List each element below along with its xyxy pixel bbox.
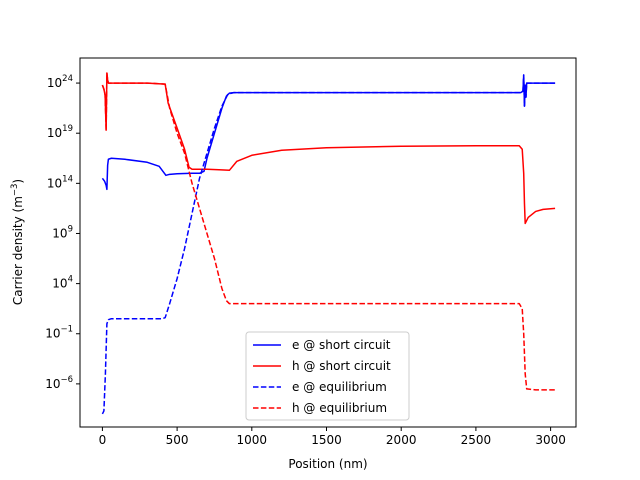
y-axis-label-close: ) bbox=[11, 179, 25, 184]
y-axis-label: Carrier density (m−3) bbox=[10, 179, 25, 305]
series-line-4 bbox=[101, 72, 556, 391]
y-tick-label: 10−1 bbox=[45, 325, 73, 341]
x-tick-label: 500 bbox=[166, 433, 189, 447]
legend-label: h @ short circuit bbox=[292, 359, 391, 373]
y-tick-exponent: 4 bbox=[68, 275, 73, 285]
y-tick-label: 109 bbox=[52, 224, 73, 240]
plot-frame bbox=[79, 57, 577, 428]
x-tick-label: 2500 bbox=[461, 433, 492, 447]
y-tick-label: 10−6 bbox=[45, 375, 73, 391]
x-tick-label: 1000 bbox=[237, 433, 268, 447]
x-tick-label: 0 bbox=[99, 433, 107, 447]
legend: e @ short circuit h @ short circuit e @ eq… bbox=[245, 331, 410, 421]
x-axis: 0 500 1000 1500 2000 2500 3000 bbox=[99, 427, 566, 447]
y-tick-label: 1024 bbox=[47, 74, 73, 90]
y-tick-base: 10 bbox=[52, 226, 67, 240]
x-axis-label: Position (nm) bbox=[288, 457, 367, 471]
y-tick-exponent: 9 bbox=[68, 224, 73, 234]
y-tick-base: 10 bbox=[47, 126, 62, 140]
y-tick-label: 1019 bbox=[47, 124, 73, 140]
y-axis-label-exponent: −3 bbox=[10, 184, 20, 197]
y-tick-base: 10 bbox=[45, 327, 60, 341]
y-axis-label-main: Carrier density (m bbox=[11, 196, 25, 305]
x-tick-label: 2000 bbox=[386, 433, 417, 447]
legend-label: h @ equilibrium bbox=[292, 401, 387, 415]
y-tick-base: 10 bbox=[47, 76, 62, 90]
y-tick-label: 1014 bbox=[47, 174, 73, 190]
y-tick-base: 10 bbox=[45, 377, 60, 391]
y-tick-exponent: −6 bbox=[60, 375, 73, 385]
y-tick-exponent: −1 bbox=[60, 325, 73, 335]
series-line-3 bbox=[101, 74, 556, 415]
x-tick-label: 3000 bbox=[535, 433, 566, 447]
series-layer bbox=[101, 72, 556, 415]
x-tick-label: 1500 bbox=[311, 433, 342, 447]
y-tick-base: 10 bbox=[52, 277, 67, 291]
legend-label: e @ short circuit bbox=[292, 338, 391, 352]
legend-label: e @ equilibrium bbox=[292, 380, 387, 394]
y-tick-exponent: 14 bbox=[62, 174, 73, 184]
y-tick-label: 104 bbox=[52, 275, 73, 291]
legend-box bbox=[245, 331, 410, 421]
y-tick-exponent: 19 bbox=[62, 124, 73, 134]
y-tick-exponent: 24 bbox=[62, 74, 73, 84]
y-tick-base: 10 bbox=[47, 176, 62, 190]
